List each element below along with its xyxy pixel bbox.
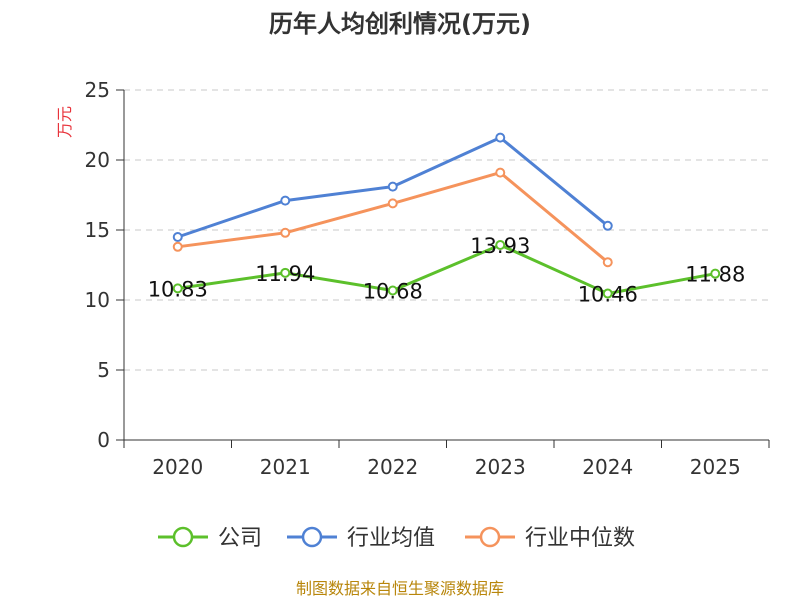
data-point <box>387 285 398 296</box>
data-label: 11.88 <box>685 263 745 287</box>
data-point <box>387 198 398 209</box>
series-group <box>172 132 721 299</box>
data-label: 10.68 <box>363 279 423 303</box>
data-label: 10.46 <box>578 283 638 307</box>
chart-title: 历年人均创利情况(万元) <box>269 10 531 38</box>
data-label: 11.94 <box>255 262 315 286</box>
x-tick-label: 2025 <box>690 455 741 479</box>
data-point <box>387 181 398 192</box>
x-tick-label: 2024 <box>582 455 633 479</box>
data-labels: 10.83 11.94 10.68 13.93 10.46 11.88 <box>148 234 746 307</box>
data-point <box>172 283 183 294</box>
y-tick-label: 0 <box>97 428 110 452</box>
x-tick-label: 2021 <box>260 455 311 479</box>
legend-swatch-marker <box>172 526 194 548</box>
y-axis-ticks: 0 5 10 15 20 25 <box>85 78 124 452</box>
x-tick-label: 2022 <box>367 455 418 479</box>
legend-label: 行业均值 <box>347 526 435 551</box>
x-tick-label: 2020 <box>152 455 203 479</box>
y-axis-label: 万元 <box>55 106 74 138</box>
y-tick-label: 10 <box>85 288 110 312</box>
axes <box>123 90 769 441</box>
data-point <box>172 241 183 252</box>
data-point <box>602 220 613 231</box>
legend-swatch-marker <box>301 526 323 548</box>
data-point <box>602 257 613 268</box>
y-tick-label: 15 <box>85 218 110 242</box>
source-note: 制图数据来自恒生聚源数据库 <box>296 579 504 598</box>
data-point <box>172 232 183 242</box>
data-point <box>280 267 291 278</box>
data-point <box>602 288 613 299</box>
y-tick-label: 5 <box>97 358 110 382</box>
data-point <box>710 268 721 279</box>
legend: 公司 行业均值 行业中位数 <box>158 526 635 551</box>
y-tick-label: 20 <box>85 148 110 172</box>
data-point <box>280 195 291 206</box>
data-point <box>495 132 506 143</box>
data-point <box>280 227 291 238</box>
x-axis-ticks: 2020 2021 2022 2023 2024 2025 <box>123 440 770 479</box>
data-label: 13.93 <box>470 234 530 258</box>
gridlines <box>124 89 769 371</box>
legend-label: 行业中位数 <box>525 526 635 551</box>
x-tick-label: 2023 <box>475 455 526 479</box>
data-point <box>495 239 506 250</box>
data-label: 10.83 <box>148 277 208 301</box>
legend-label: 公司 <box>218 526 262 551</box>
legend-swatch-marker <box>479 526 501 548</box>
data-point <box>495 167 506 178</box>
y-tick-label: 25 <box>85 78 110 102</box>
series-line-0 <box>177 243 716 296</box>
